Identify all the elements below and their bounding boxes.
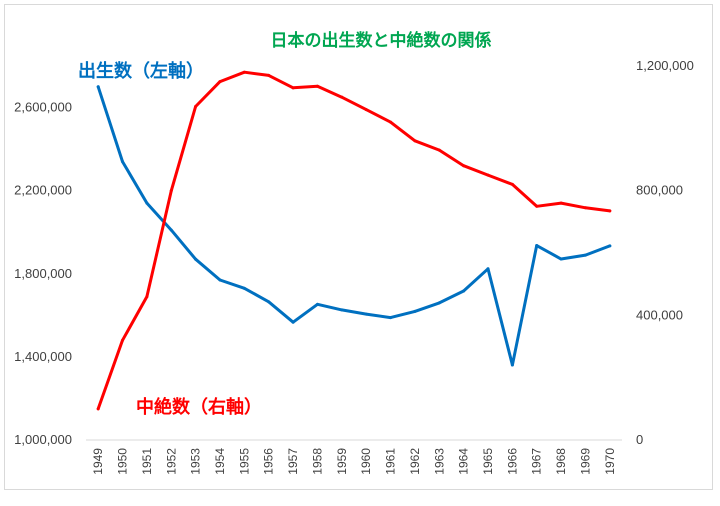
point-births	[218, 278, 222, 282]
point-abortions	[559, 201, 563, 205]
point-abortions	[218, 80, 222, 84]
left-tick-label: 1,400,000	[14, 349, 72, 364]
x-tick-label: 1949	[91, 448, 105, 475]
left-tick-label: 1,800,000	[14, 266, 72, 281]
x-tick-label: 1969	[578, 448, 592, 475]
series-line-births	[96, 85, 612, 367]
chart-frame	[4, 4, 713, 490]
point-abortions	[389, 120, 393, 124]
point-abortions	[608, 209, 612, 213]
x-tick-label: 1963	[432, 448, 446, 475]
point-births	[315, 302, 319, 306]
point-births	[364, 312, 368, 316]
point-abortions	[413, 139, 417, 143]
point-births	[486, 267, 490, 271]
point-abortions	[462, 164, 466, 168]
x-tick-label: 1960	[359, 448, 373, 475]
x-tick-label: 1950	[116, 448, 130, 475]
point-births	[96, 85, 100, 89]
right-tick-label: 1,200,000	[636, 58, 694, 73]
point-abortions	[437, 148, 441, 152]
left-axis: 1,000,000 1,400,000 1,800,000 2,200,000 2,60…	[14, 100, 72, 447]
chart-title: 日本の出生数と中絶数の関係	[271, 30, 492, 51]
point-abortions	[535, 204, 539, 208]
point-births	[462, 289, 466, 293]
x-tick-label: 1962	[408, 448, 422, 475]
series-label-abortions: 中絶数（右軸）	[136, 396, 262, 418]
x-tick-label: 1955	[237, 448, 251, 475]
point-abortions	[194, 105, 198, 109]
x-tick-label: 1967	[530, 448, 544, 475]
right-tick-label: 800,000	[636, 183, 683, 198]
x-tick-label: 1959	[335, 448, 349, 475]
series-line-abortions	[96, 70, 612, 411]
right-tick-label: 0	[636, 432, 643, 447]
series-lines	[96, 70, 612, 411]
left-tick-label: 2,200,000	[14, 183, 72, 198]
point-births	[242, 286, 246, 290]
x-tick-label: 1956	[262, 448, 276, 475]
x-tick-label: 1966	[505, 448, 519, 475]
right-tick-label: 400,000	[636, 307, 683, 322]
x-tick-label: 1952	[164, 448, 178, 475]
point-abortions	[267, 73, 271, 77]
point-births	[194, 257, 198, 261]
series-label-births: 出生数（左軸）	[78, 60, 204, 82]
point-abortions	[340, 95, 344, 99]
right-axis: 0 400,000 800,000 1,200,000	[636, 58, 694, 447]
point-births	[340, 308, 344, 312]
x-tick-label: 1954	[213, 448, 227, 475]
point-births	[389, 316, 393, 320]
x-tick-label: 1953	[189, 448, 203, 475]
point-births	[145, 201, 149, 205]
point-births	[559, 257, 563, 261]
point-births	[535, 244, 539, 248]
left-tick-label: 2,600,000	[14, 100, 72, 115]
x-tick-label: 1968	[554, 448, 568, 475]
point-births	[608, 244, 612, 248]
x-tick-label: 1961	[384, 448, 398, 475]
point-abortions	[583, 206, 587, 210]
point-abortions	[291, 86, 295, 90]
x-tick-label: 1951	[140, 448, 154, 475]
point-births	[121, 160, 125, 164]
x-tick-label: 1965	[481, 448, 495, 475]
point-abortions	[145, 295, 149, 299]
point-births	[583, 253, 587, 257]
point-abortions	[96, 407, 100, 411]
point-abortions	[486, 173, 490, 177]
point-births	[437, 301, 441, 305]
x-tick-label: 1970	[603, 448, 617, 475]
left-tick-label: 1,000,000	[14, 432, 72, 447]
point-abortions	[242, 70, 246, 74]
point-abortions	[121, 338, 125, 342]
point-births	[291, 320, 295, 324]
point-abortions	[169, 189, 173, 193]
x-tick-label: 1957	[286, 448, 300, 475]
x-axis: 1949 1950 1951 1952 1953 1954 1955 1956 1957 1958…	[91, 448, 617, 475]
point-births	[267, 300, 271, 304]
x-tick-label: 1958	[310, 448, 324, 475]
point-births	[510, 363, 514, 367]
point-abortions	[510, 182, 514, 186]
x-tick-label: 1964	[457, 448, 471, 475]
point-abortions	[364, 108, 368, 112]
point-births	[169, 228, 173, 232]
point-births	[413, 309, 417, 313]
point-abortions	[315, 84, 319, 88]
